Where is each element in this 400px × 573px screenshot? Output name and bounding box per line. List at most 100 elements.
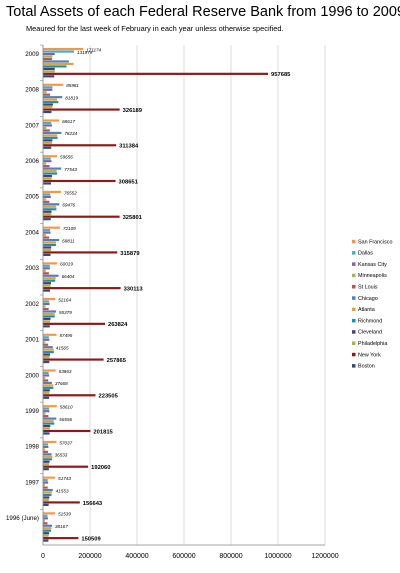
data-label: 257865 [107,358,127,364]
data-label: 53863 [59,369,72,374]
data-label: 311384 [119,144,139,150]
bar [43,157,51,160]
data-label: 69476 [62,203,75,208]
legend-swatch [352,318,356,323]
legend-entry: Dallas [358,251,373,257]
bar [43,282,51,285]
bar [43,458,52,461]
bar [43,479,48,482]
bar [43,307,49,311]
bar [43,534,49,537]
bar [43,529,51,532]
bar [43,394,96,397]
category-label: 2009 [25,51,39,58]
legend-entry: Richmond [358,318,382,324]
bar [43,108,120,111]
bar [43,218,51,221]
bar [43,302,50,306]
bar [43,57,52,61]
bar [43,381,52,384]
bar [43,139,53,142]
bar [43,246,52,249]
bar [43,300,50,303]
bar [43,325,50,328]
bar [43,522,48,525]
bar [43,498,49,502]
bar [43,358,104,361]
bar [43,396,50,399]
data-label: 41553 [56,488,69,493]
bar [43,298,56,301]
bar [43,389,50,392]
bar [43,65,67,68]
bar [43,167,62,170]
axes: 0 200000 400000 600000 800000 1000000 1200000 2… [6,44,339,560]
bar [43,465,89,468]
bar [43,440,57,444]
bar [43,519,45,522]
category-label: 2007 [25,122,39,129]
data-label: 58610 [60,405,73,410]
bar [43,226,60,229]
bar [43,234,47,237]
bar [43,351,54,354]
bar [43,312,55,316]
bar [43,190,61,194]
bar [43,62,74,66]
data-label: 68617 [62,119,75,124]
bar [43,501,80,504]
chart-title: Total Assets of each Federal Reserve Ban… [6,4,400,20]
category-label: 2000 [25,372,39,379]
bar [43,146,52,149]
data-label: 72109 [63,226,76,231]
bar [43,503,49,506]
bar [43,91,47,94]
bar [43,336,49,339]
data-label: 150509 [81,536,101,542]
x-tick-label: 1000000 [264,553,291,560]
bar [43,532,50,535]
bar [43,527,52,530]
bar [43,445,49,448]
bar [43,460,50,463]
x-tick-label: 600000 [172,553,195,560]
bar [43,210,52,213]
bar [43,305,46,308]
bar [43,195,51,198]
bar [43,496,50,499]
legend-entry: New York [358,352,381,358]
bar [43,262,58,265]
data-label: 171174 [86,47,101,52]
legend-swatch [352,352,356,357]
bar [43,52,55,56]
bar [43,376,46,380]
bar [43,384,54,387]
bar [43,129,50,132]
bar [43,248,51,252]
data-label: 308651 [119,179,139,185]
x-tick-label: 200000 [78,553,101,560]
bar [43,126,47,130]
legend: San Francisco Dallas Kansas City Minneapoli… [352,239,392,370]
bar [43,165,50,168]
bar [43,322,105,325]
bar [43,320,51,323]
legend-swatch [352,330,356,334]
bar [43,110,52,114]
bar [43,205,57,208]
bar [43,200,50,203]
bar [43,83,64,86]
data-label: 326189 [123,108,143,114]
bar [43,341,46,344]
bar [43,238,60,242]
bar [43,346,53,349]
bar [43,443,48,446]
bar [43,269,46,272]
bar [43,162,47,165]
bar [43,512,56,515]
bar [43,491,52,494]
bar [43,88,53,91]
category-label: 1999 [25,408,39,415]
category-label: 2003 [25,265,39,272]
bar [43,155,58,158]
